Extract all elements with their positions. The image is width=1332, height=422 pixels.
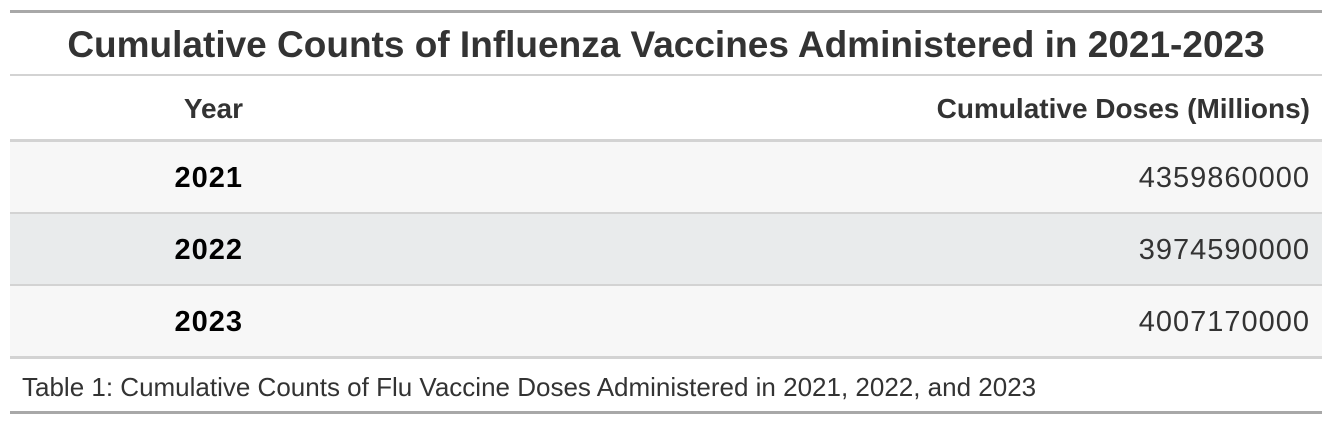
doses-cell: 3974590000 [1138, 234, 1310, 266]
doses-cell: 4007170000 [1138, 306, 1310, 338]
header-row: Year Cumulative Doses (Millions) [10, 76, 1322, 142]
doses-cell: 4359860000 [1138, 162, 1310, 194]
column-header: Cumulative Doses (Millions) [936, 93, 1310, 124]
table-title: Cumulative Counts of Influenza Vaccines … [10, 10, 1322, 76]
table-row: 2023 4007170000 [10, 286, 1322, 358]
year-cell: 2021 [174, 162, 243, 194]
table-caption: Table 1: Cumulative Counts of Flu Vaccin… [10, 358, 1322, 414]
column-header: Year [183, 93, 243, 124]
table-row: 2021 4359860000 [10, 142, 1322, 214]
year-cell: 2023 [174, 306, 243, 338]
table-row: 2022 3974590000 [10, 214, 1322, 286]
year-cell: 2022 [174, 234, 243, 266]
